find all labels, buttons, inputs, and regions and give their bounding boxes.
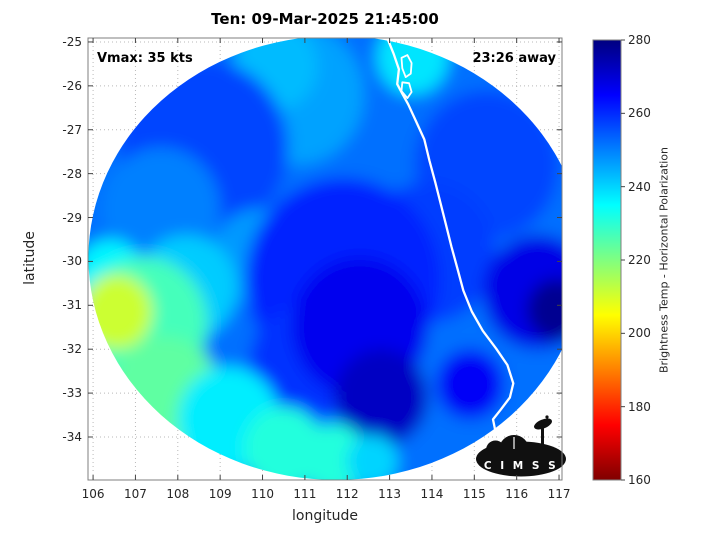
- colorbar-tick-label: 260: [628, 106, 651, 121]
- y-tick-label: -32: [62, 342, 82, 357]
- logo-dish-feed: [545, 415, 549, 419]
- x-tick-label: 113: [378, 487, 402, 501]
- x-tick-label: 111: [293, 487, 317, 501]
- colorbar-tick-label: 240: [628, 179, 651, 194]
- colorbar-tick-label: 220: [628, 253, 651, 267]
- x-tick-label: 115: [462, 487, 486, 501]
- x-axis-label: longitude: [292, 508, 358, 524]
- colorbar-label: Brightness Temp - Horizontal Polarizatio…: [657, 147, 671, 373]
- y-tick-label: -29: [62, 210, 82, 225]
- eta-annotation: 23:26 away: [472, 51, 556, 66]
- x-tick-label: 117: [547, 487, 571, 501]
- brightness-temp-field: [88, 38, 562, 480]
- logo-antenna-tower: [541, 428, 544, 450]
- x-tick-label: 112: [335, 487, 359, 501]
- x-tick-label: 114: [420, 487, 444, 501]
- vmax-annotation: Vmax: 35 kts: [97, 51, 193, 66]
- colorbar-tick-label: 180: [628, 399, 651, 414]
- colorbar-tick-marks: [621, 39, 625, 481]
- colorbar-tick-label: 200: [628, 326, 651, 341]
- x-tick-label: 109: [208, 487, 232, 501]
- y-tick-label: -28: [62, 166, 82, 181]
- logo-base: [476, 441, 566, 477]
- coastline-islands: [400, 54, 413, 99]
- colorbar-tick-label: 280: [628, 33, 651, 47]
- x-tick-label: 110: [251, 487, 274, 501]
- x-tick-label: 106: [81, 487, 105, 501]
- axis-tick-marks: [88, 38, 562, 480]
- y-tick-label: -30: [62, 254, 82, 269]
- colorbar-tick-label: 160: [628, 473, 651, 487]
- cimss-logo: C I M S S: [476, 415, 566, 477]
- y-tick-label: -27: [62, 122, 82, 137]
- x-tick-label: 108: [166, 487, 190, 501]
- y-tick-label: -26: [62, 78, 82, 93]
- y-axis-label: latitude: [22, 231, 38, 285]
- logo-dish-icon: [534, 418, 552, 430]
- swath-clip-group: [88, 38, 562, 480]
- plot-title: Ten: 09-Mar-2025 21:45:00: [211, 10, 439, 28]
- y-tick-label: -33: [62, 386, 82, 401]
- logo-text: C I M S S: [484, 460, 558, 472]
- y-tick-label: -34: [62, 429, 82, 444]
- plot-border: [87, 37, 563, 481]
- y-tick-label: -31: [62, 298, 82, 313]
- y-tick-label: -25: [62, 34, 82, 49]
- x-tick-label: 116: [505, 487, 529, 501]
- coastline: [385, 36, 517, 450]
- colorbar: [592, 39, 622, 481]
- x-tick-label: 107: [123, 487, 147, 501]
